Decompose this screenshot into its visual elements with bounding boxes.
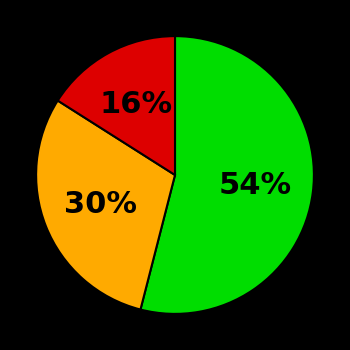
Wedge shape: [36, 100, 175, 309]
Wedge shape: [58, 36, 175, 175]
Text: 54%: 54%: [218, 170, 292, 199]
Text: 30%: 30%: [64, 190, 136, 219]
Text: 16%: 16%: [100, 90, 173, 119]
Wedge shape: [140, 36, 314, 314]
